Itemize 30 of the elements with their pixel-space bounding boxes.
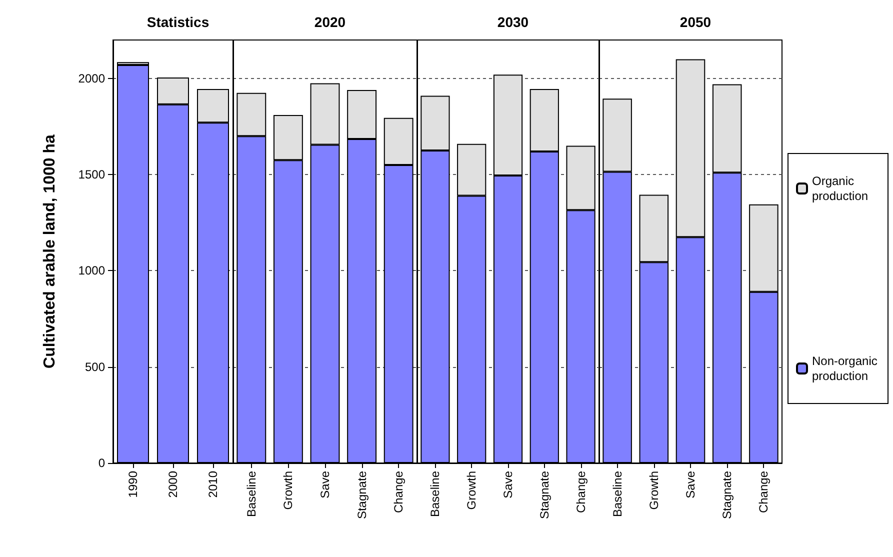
- x-tick-label: 2000: [166, 470, 180, 498]
- x-tick-label: Save: [501, 470, 515, 498]
- legend-label: Organic production: [812, 174, 868, 203]
- x-tick-label: 1990: [126, 470, 140, 498]
- x-tick-label: Baseline: [610, 470, 624, 518]
- y-tick-label: 0: [98, 456, 106, 470]
- y-tick-label: 2000: [78, 71, 106, 86]
- x-tick-label: Growth: [646, 471, 661, 510]
- x-tick-label: Baseline: [428, 470, 442, 518]
- x-tick-label: Stagnate: [720, 470, 734, 520]
- x-tick-label: Stagnate: [537, 470, 552, 520]
- x-tick-label: Save: [684, 470, 698, 498]
- y-axis-title: Cultivated arable land, 1000 ha: [42, 134, 58, 368]
- x-tick-label: Change: [756, 470, 771, 514]
- x-tick-label: Save: [318, 470, 332, 498]
- chart-title: Statistics: [146, 14, 210, 30]
- chart-title: 2050: [680, 14, 712, 30]
- x-tick-label: Stagnate: [354, 470, 369, 520]
- y-tick-label: 500: [84, 360, 106, 374]
- x-tick-label: Change: [392, 470, 406, 514]
- x-tick-label: 2010: [206, 470, 220, 498]
- chart-title: 2020: [314, 14, 346, 30]
- legend-label: Non-organic production: [812, 354, 881, 383]
- x-tick-label: Baseline: [244, 470, 258, 518]
- x-tick-label: Growth: [281, 471, 296, 510]
- y-tick-label: 1500: [78, 168, 106, 182]
- x-tick-label: Growth: [464, 471, 479, 510]
- x-tick-label: Change: [574, 470, 588, 514]
- chart-title: 2030: [497, 14, 529, 30]
- y-tick-label: 1000: [78, 264, 106, 278]
